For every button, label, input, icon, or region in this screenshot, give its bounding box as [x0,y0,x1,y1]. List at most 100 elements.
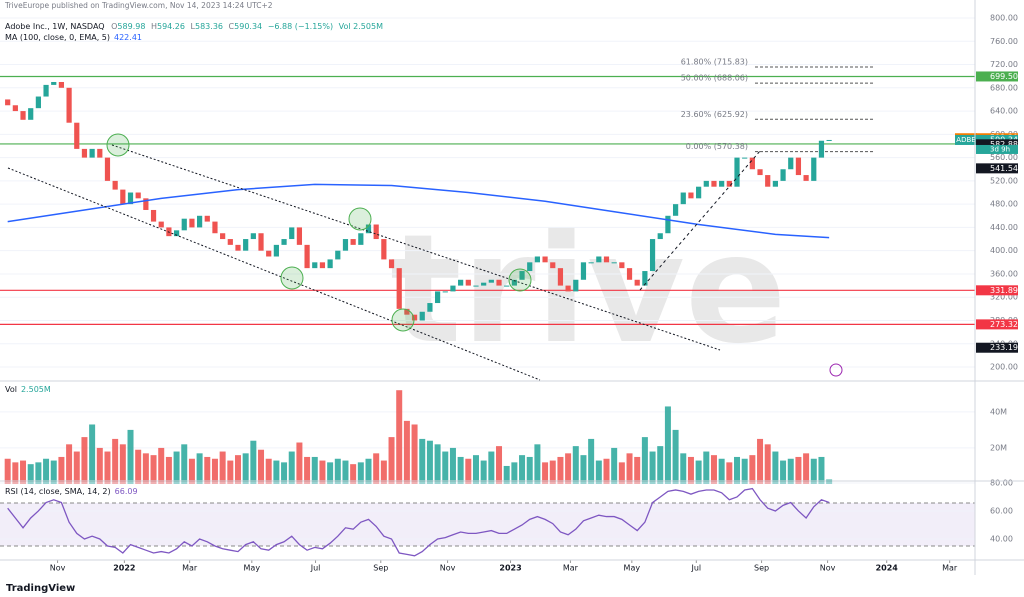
candle-body [465,279,471,286]
candle-body [411,314,418,321]
trendline [111,144,721,351]
volume-bar [519,455,526,484]
countdown: 3d 9h [990,145,1010,153]
candle-body [143,198,149,210]
x-tick-label: Jul [310,564,321,573]
candle-body [396,268,402,309]
volume-bar [281,462,288,484]
trendline [7,167,541,381]
candle-body [765,175,771,187]
volume-bar [426,440,433,484]
y-tick-label: 200.00 [990,363,1018,372]
candle-body [258,233,264,251]
ohlc-label: C [229,22,235,31]
candle-body [742,157,748,159]
volume-bar [787,458,794,484]
x-tick-label: May [624,564,641,573]
price-label: 541.54 [990,164,1018,173]
marker-circle [106,133,130,157]
candle-body [473,285,479,287]
candle-body [458,279,464,286]
candle-body [227,239,233,245]
candle-body [703,180,709,187]
volume-bar [304,456,311,484]
candle-body [150,209,157,222]
y-tick-label: 40M [990,407,1007,416]
candle-body [342,239,349,251]
volume-bar [457,456,464,484]
volume-bar [373,453,380,484]
candle-body [511,279,517,286]
x-tick-label: Nov [440,564,456,573]
volume-bar [672,429,679,484]
volume-bar [35,462,42,484]
volume-bar [580,455,587,484]
volume-bar [488,451,495,484]
volume-bar [234,455,241,484]
volume-bar [611,447,618,484]
volume-bar [818,456,825,484]
candle-body [127,192,134,205]
candle-body [442,291,448,293]
change: −6.88 (−1.15%) [268,22,333,31]
volume-bar [526,456,533,484]
price-label-bg [976,163,1018,174]
volume-bar [618,462,625,484]
volume-bar [96,447,103,484]
marker-circle [348,207,372,231]
y-tick-label: 520.00 [990,176,1018,185]
volume-bar [296,442,303,484]
candle-body [696,186,702,199]
candle-body [657,233,663,240]
drawings [7,133,843,381]
candle-body [66,87,72,123]
volume-bar [227,460,234,484]
candle-body [51,81,57,85]
volume-bar [542,462,549,484]
countdown-bg [976,144,1018,154]
candle-body [504,285,510,287]
candle-body [381,239,387,260]
candle-body [427,303,433,312]
volume-bar [764,444,771,484]
volume-bar [795,456,802,484]
publisher: TriveEurope published on TradingView.com… [4,1,273,10]
event-icon[interactable] [829,363,843,377]
x-tick-label: May [244,564,261,573]
level-label-bg [976,285,1018,296]
volume-bar [657,446,664,484]
candle-body [496,279,502,286]
ohlc-label: L [191,22,196,31]
y-tick-label: 720.00 [990,60,1018,69]
fib-label: 50.00% (688.06) [681,74,748,83]
legend-line: Adobe Inc., 1W, NASDAQ O589.98 H594.26 L… [5,22,383,31]
x-tick-label: Nov [820,564,836,573]
volume-bar [265,458,272,484]
volume-bar [211,458,218,484]
volume-bar [50,460,57,484]
volume-bar [757,438,764,484]
volume-bar [511,462,518,484]
volume-bar [780,460,787,484]
candle-body [534,256,541,263]
volume-bar [380,460,387,484]
fib-label: 0.00% (570.38) [686,142,748,151]
candle-body [319,262,326,269]
candle-body [565,285,571,292]
volume-bar [703,451,710,484]
candle-body [81,148,88,158]
ma-legend: MA (100, close, 0, EMA, 5) 422.41 [5,33,142,42]
candle-body [173,230,180,237]
price-tag: ADBE [956,136,975,144]
volume-bar [641,437,648,484]
volume-bar [687,456,694,484]
marker-circle [508,268,532,292]
candle-body [649,239,656,272]
volume-pane: 20M 40M [0,390,1007,484]
y-tick-label: 320.00 [990,293,1018,302]
x-tick-label: Mar [182,564,198,573]
candle-body [795,157,802,176]
volume-bar [196,453,203,484]
candle-body [250,233,256,240]
candle-body [28,108,34,120]
